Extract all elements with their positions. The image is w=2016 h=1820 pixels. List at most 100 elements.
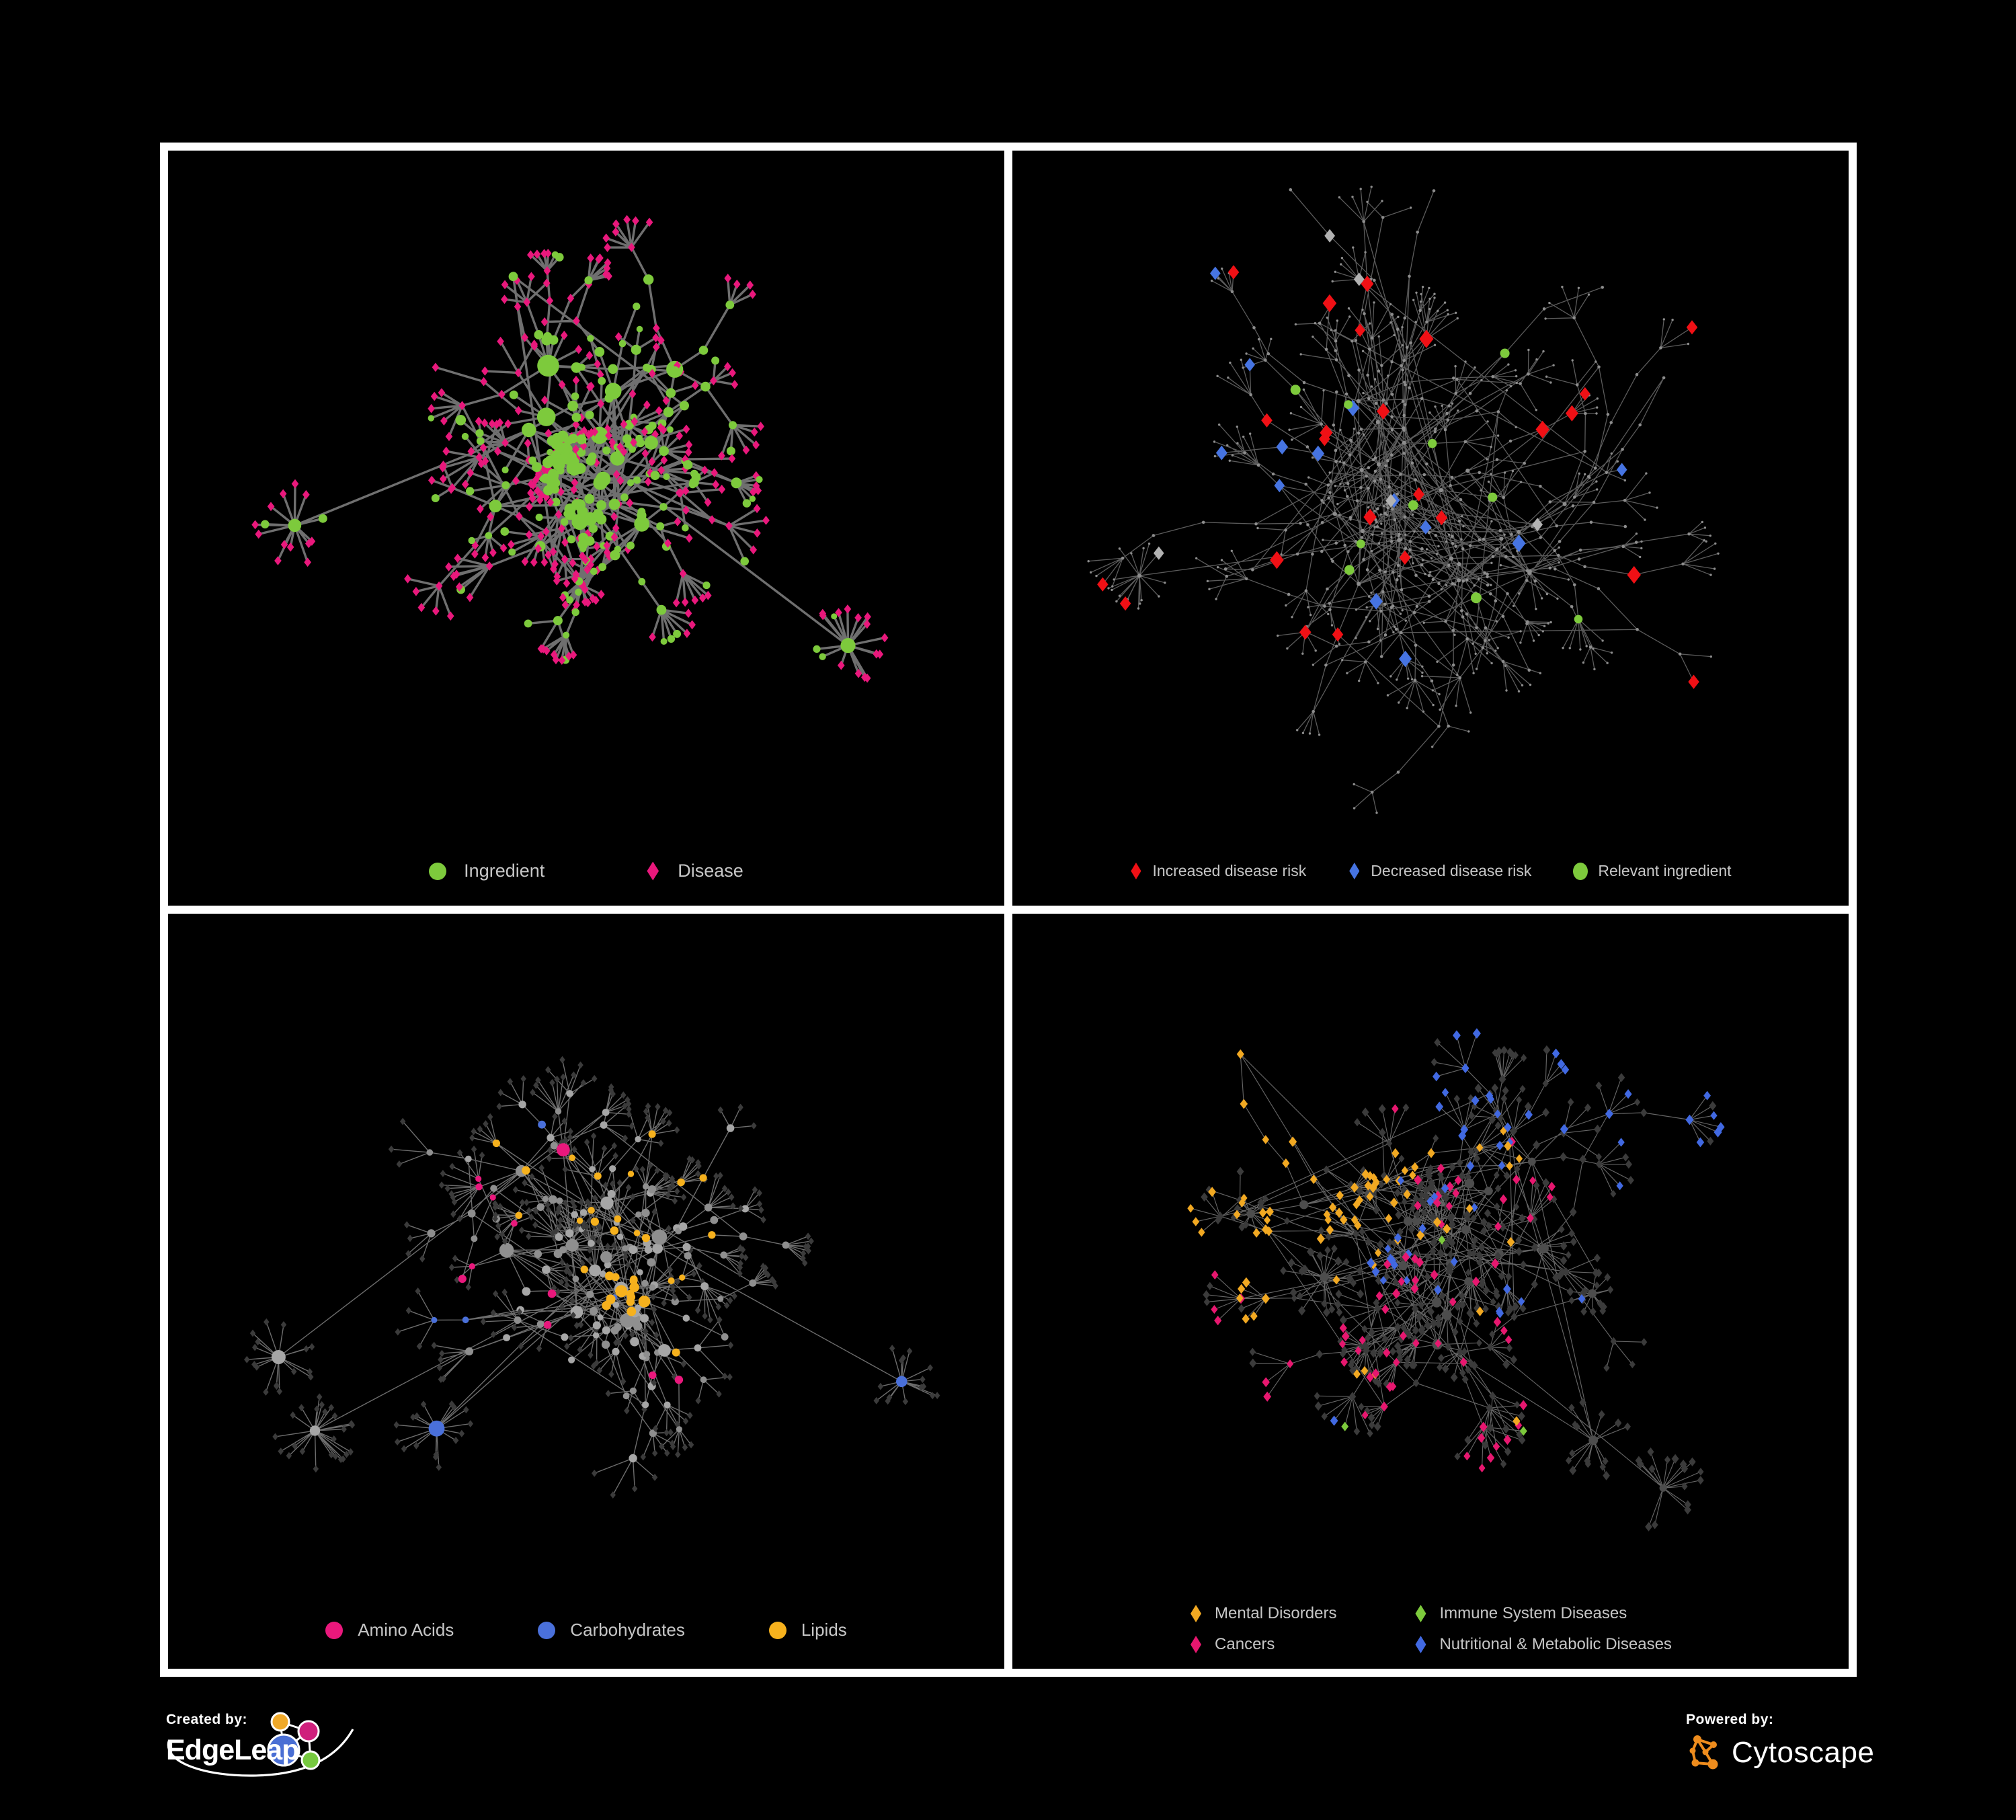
graph-node bbox=[497, 336, 504, 346]
graph-node bbox=[1451, 1327, 1459, 1337]
graph-node bbox=[633, 303, 641, 311]
graph-node bbox=[1474, 652, 1477, 656]
graph-node bbox=[1609, 421, 1613, 424]
graph-node bbox=[487, 1113, 493, 1121]
graph-node bbox=[648, 457, 656, 467]
graph-node bbox=[1634, 541, 1638, 544]
graph-node bbox=[1507, 636, 1510, 639]
graph-node bbox=[1450, 1257, 1458, 1267]
graph-node bbox=[627, 479, 635, 487]
graph-node bbox=[1376, 462, 1381, 467]
graph-node bbox=[1432, 703, 1435, 707]
graph-node bbox=[1467, 730, 1470, 733]
graph-node bbox=[630, 1275, 638, 1283]
graph-node bbox=[1372, 1376, 1379, 1386]
graph-node bbox=[1519, 1084, 1526, 1093]
graph-node bbox=[1508, 439, 1513, 443]
graph-node bbox=[589, 1166, 596, 1173]
graph-node bbox=[1562, 502, 1567, 506]
graph-node bbox=[659, 503, 668, 511]
graph-node bbox=[438, 1355, 444, 1363]
graph-node bbox=[1336, 1190, 1344, 1201]
graph-node bbox=[540, 317, 549, 327]
graph-node bbox=[556, 1204, 562, 1212]
graph-node bbox=[1486, 652, 1488, 655]
graph-node bbox=[1664, 1456, 1671, 1464]
graph-node bbox=[589, 1264, 601, 1277]
graph-node bbox=[1542, 307, 1546, 311]
graph-node bbox=[1381, 1304, 1389, 1314]
graph-node bbox=[1314, 1392, 1320, 1400]
graph-node bbox=[571, 574, 579, 584]
graph-node bbox=[1450, 475, 1454, 479]
graph-node bbox=[1533, 1140, 1540, 1150]
graph-node bbox=[1421, 286, 1424, 288]
graph-node bbox=[1416, 231, 1419, 234]
graph-node bbox=[1510, 532, 1513, 536]
graph-node bbox=[1473, 1145, 1480, 1154]
graph-node bbox=[1371, 336, 1374, 340]
graph-node bbox=[674, 360, 681, 370]
graph-node bbox=[570, 1311, 576, 1319]
graph-node bbox=[1636, 1459, 1644, 1469]
graph-node bbox=[413, 1441, 419, 1450]
graph-node bbox=[525, 530, 533, 540]
graph-node bbox=[1376, 627, 1379, 631]
legend-item: Lipids bbox=[768, 1620, 847, 1640]
graph-node bbox=[1648, 1464, 1656, 1474]
graph-node bbox=[529, 480, 537, 490]
graph-node bbox=[1282, 1158, 1290, 1169]
graph-node bbox=[1360, 528, 1365, 534]
graph-node bbox=[1381, 1335, 1389, 1344]
graph-node bbox=[446, 611, 454, 621]
graph-node bbox=[1130, 552, 1133, 555]
graph-node bbox=[1402, 452, 1406, 455]
graph-node bbox=[1301, 652, 1304, 655]
graph-node bbox=[1404, 1216, 1413, 1226]
graph-node bbox=[1408, 548, 1412, 551]
graph-node bbox=[553, 1227, 559, 1235]
graph-node bbox=[435, 581, 443, 591]
graph-node bbox=[1624, 1089, 1632, 1099]
diamond-marker-icon bbox=[1191, 1605, 1202, 1622]
graph-node bbox=[1380, 522, 1383, 525]
graph-node bbox=[689, 1156, 696, 1164]
graph-node bbox=[1274, 479, 1285, 493]
graph-node bbox=[1393, 518, 1397, 522]
graph-node bbox=[1309, 1175, 1318, 1185]
graph-node bbox=[1324, 348, 1328, 352]
graph-node bbox=[450, 571, 458, 581]
graph-node bbox=[1437, 309, 1439, 312]
graph-node bbox=[590, 1132, 597, 1140]
graph-node bbox=[1399, 612, 1402, 615]
graph-node bbox=[1659, 1484, 1667, 1492]
graph-node bbox=[844, 604, 852, 614]
graph-node bbox=[1610, 1337, 1617, 1346]
graph-node bbox=[499, 1230, 506, 1238]
graph-node bbox=[518, 1342, 524, 1350]
graph-node bbox=[1458, 1171, 1466, 1181]
graph-node bbox=[837, 660, 845, 670]
graph-node bbox=[547, 360, 555, 368]
graph-node bbox=[413, 1412, 420, 1420]
graph-node bbox=[634, 1304, 641, 1312]
graph-node bbox=[1236, 426, 1238, 428]
graph-node bbox=[1320, 1272, 1329, 1282]
graph-node bbox=[1439, 488, 1443, 493]
graph-node bbox=[1442, 1240, 1450, 1250]
graph-node bbox=[1095, 574, 1098, 578]
graph-edges bbox=[247, 1060, 938, 1495]
graph-node bbox=[1514, 1400, 1521, 1409]
graph-node bbox=[1338, 643, 1341, 645]
graph-node bbox=[1639, 555, 1642, 559]
graph-node bbox=[1370, 1173, 1377, 1182]
graph-node bbox=[1532, 639, 1535, 642]
graph-node bbox=[863, 673, 871, 683]
graph-node bbox=[1595, 412, 1598, 415]
graph-node bbox=[533, 1081, 539, 1089]
graph-node bbox=[684, 447, 692, 457]
graph-node bbox=[1360, 536, 1364, 539]
graph-node bbox=[1334, 485, 1337, 487]
graph-node bbox=[1595, 480, 1598, 483]
graph-node bbox=[1645, 472, 1648, 475]
